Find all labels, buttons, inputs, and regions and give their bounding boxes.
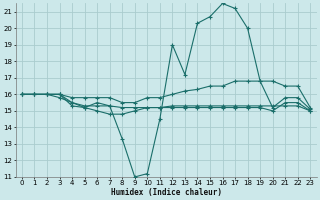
X-axis label: Humidex (Indice chaleur): Humidex (Indice chaleur) bbox=[111, 188, 221, 197]
